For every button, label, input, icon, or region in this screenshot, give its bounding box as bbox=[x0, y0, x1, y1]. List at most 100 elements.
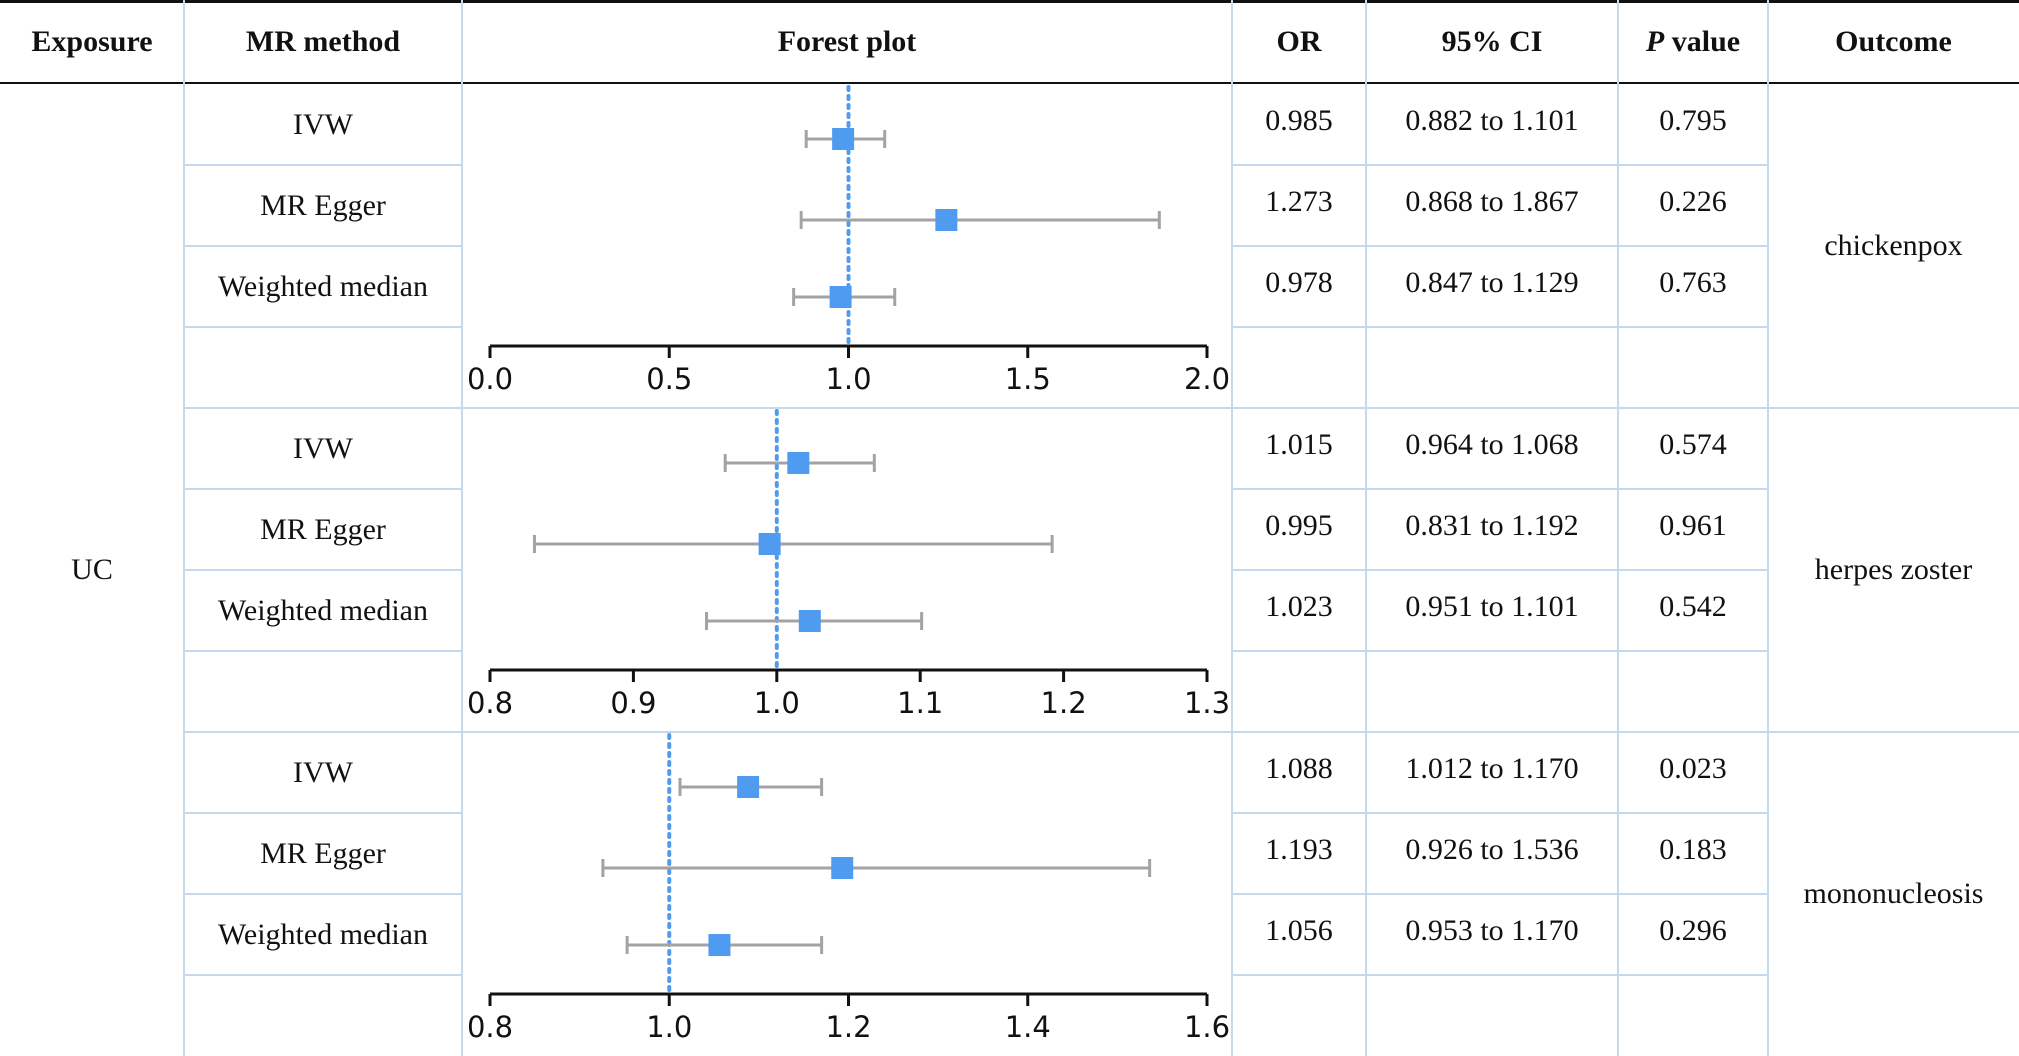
row-divider bbox=[1232, 245, 1768, 247]
x-tick-label: 1.3 bbox=[1184, 686, 1230, 720]
col-sep-1 bbox=[183, 0, 185, 1056]
row-divider bbox=[1232, 893, 1768, 895]
x-tick-label: 0.8 bbox=[467, 1010, 513, 1044]
x-tick-label: 0.5 bbox=[646, 362, 692, 396]
x-tick-label: 1.5 bbox=[1005, 362, 1051, 396]
header-p-value: P value bbox=[1618, 0, 1768, 84]
header-or: OR bbox=[1276, 25, 1322, 58]
x-tick-label: 1.2 bbox=[1041, 686, 1087, 720]
p-value: 0.542 bbox=[1659, 590, 1727, 623]
p-value: 0.763 bbox=[1659, 266, 1727, 299]
row-divider bbox=[184, 812, 462, 814]
header-p-rest: value bbox=[1664, 25, 1741, 58]
row-divider bbox=[184, 569, 462, 571]
ci-value: 1.012 to 1.170 bbox=[1405, 752, 1579, 785]
p-value: 0.183 bbox=[1659, 833, 1727, 866]
ci-value: 0.964 to 1.068 bbox=[1405, 428, 1579, 461]
p-value: 0.296 bbox=[1659, 914, 1727, 947]
x-tick-label: 1.0 bbox=[646, 1010, 692, 1044]
ci-value: 0.847 to 1.129 bbox=[1405, 266, 1579, 299]
row-divider bbox=[184, 893, 462, 895]
or-marker bbox=[829, 286, 852, 308]
header-ci: 95% CI bbox=[1441, 25, 1543, 58]
or-marker bbox=[708, 934, 731, 956]
x-tick-label: 1.0 bbox=[754, 686, 800, 720]
outcome-label: mononucleosis bbox=[1803, 877, 1984, 910]
or-marker bbox=[832, 128, 855, 150]
col-sep-4 bbox=[1365, 0, 1367, 1056]
col-sep-3 bbox=[1231, 0, 1233, 1056]
row-divider bbox=[184, 974, 462, 976]
header-outcome: Outcome bbox=[1835, 25, 1952, 58]
method-label: Weighted median bbox=[217, 269, 428, 303]
or-marker bbox=[935, 209, 958, 231]
or-marker bbox=[787, 452, 810, 474]
row-divider bbox=[1232, 164, 1768, 166]
top-rule bbox=[0, 0, 2019, 3]
p-value: 0.961 bbox=[1659, 509, 1727, 542]
method-label: Weighted median bbox=[217, 593, 428, 627]
row-divider bbox=[1232, 569, 1768, 571]
header-mr-method: MR method bbox=[245, 25, 401, 58]
x-tick-label: 0.0 bbox=[467, 362, 513, 396]
ci-value: 0.868 to 1.867 bbox=[1405, 185, 1579, 218]
method-label: Weighted median bbox=[217, 917, 428, 951]
ci-value: 0.882 to 1.101 bbox=[1405, 104, 1579, 137]
outcome-label: chickenpox bbox=[1824, 229, 1963, 262]
x-tick-label: 1.6 bbox=[1184, 1010, 1230, 1044]
row-divider bbox=[1232, 488, 1768, 490]
method-label: IVW bbox=[293, 107, 353, 141]
method-label: IVW bbox=[293, 755, 353, 789]
p-value: 0.795 bbox=[1659, 104, 1727, 137]
method-label: IVW bbox=[293, 431, 353, 465]
x-tick-label: 1.4 bbox=[1005, 1010, 1051, 1044]
x-tick-label: 1.2 bbox=[825, 1010, 871, 1044]
row-divider bbox=[1232, 812, 1768, 814]
method-label: MR Egger bbox=[260, 512, 386, 546]
x-tick-label: 2.0 bbox=[1184, 362, 1230, 396]
or-value: 1.056 bbox=[1265, 914, 1333, 947]
p-value: 0.023 bbox=[1659, 752, 1727, 785]
row-divider bbox=[1232, 974, 1768, 976]
row-divider bbox=[1232, 326, 1768, 328]
row-divider bbox=[1232, 650, 1768, 652]
exposure-value: UC bbox=[71, 553, 113, 586]
col-sep-6 bbox=[1767, 0, 1769, 1056]
or-value: 0.985 bbox=[1265, 104, 1333, 137]
row-divider bbox=[184, 245, 462, 247]
header-forest-plot: Forest plot bbox=[777, 25, 917, 58]
ci-value: 0.951 to 1.101 bbox=[1405, 590, 1579, 623]
x-tick-label: 0.9 bbox=[610, 686, 656, 720]
p-value: 0.574 bbox=[1659, 428, 1727, 461]
ci-value: 0.953 to 1.170 bbox=[1405, 914, 1579, 947]
row-divider bbox=[184, 164, 462, 166]
or-value: 1.193 bbox=[1265, 833, 1333, 866]
header-exposure: Exposure bbox=[31, 25, 153, 58]
method-label: MR Egger bbox=[260, 188, 386, 222]
group-divider bbox=[184, 407, 2019, 409]
outcome-label: herpes zoster bbox=[1814, 553, 1973, 586]
method-label: MR Egger bbox=[260, 836, 386, 870]
p-value: 0.226 bbox=[1659, 185, 1727, 218]
header-rule bbox=[0, 82, 2019, 84]
x-tick-label: 1.1 bbox=[897, 686, 943, 720]
or-value: 1.015 bbox=[1265, 428, 1333, 461]
or-value: 1.088 bbox=[1265, 752, 1333, 785]
or-marker bbox=[758, 533, 781, 555]
col-sep-2 bbox=[461, 0, 463, 1056]
or-value: 1.273 bbox=[1265, 185, 1333, 218]
row-divider bbox=[184, 650, 462, 652]
row-divider bbox=[184, 488, 462, 490]
or-marker bbox=[831, 857, 854, 879]
or-value: 0.995 bbox=[1265, 509, 1333, 542]
group-divider bbox=[184, 731, 2019, 733]
header-p-italic: P bbox=[1645, 25, 1665, 58]
x-tick-label: 0.8 bbox=[467, 686, 513, 720]
or-marker bbox=[737, 776, 760, 798]
col-sep-5 bbox=[1617, 0, 1619, 1056]
ci-value: 0.831 to 1.192 bbox=[1405, 509, 1579, 542]
row-divider bbox=[184, 326, 462, 328]
or-value: 0.978 bbox=[1265, 266, 1333, 299]
